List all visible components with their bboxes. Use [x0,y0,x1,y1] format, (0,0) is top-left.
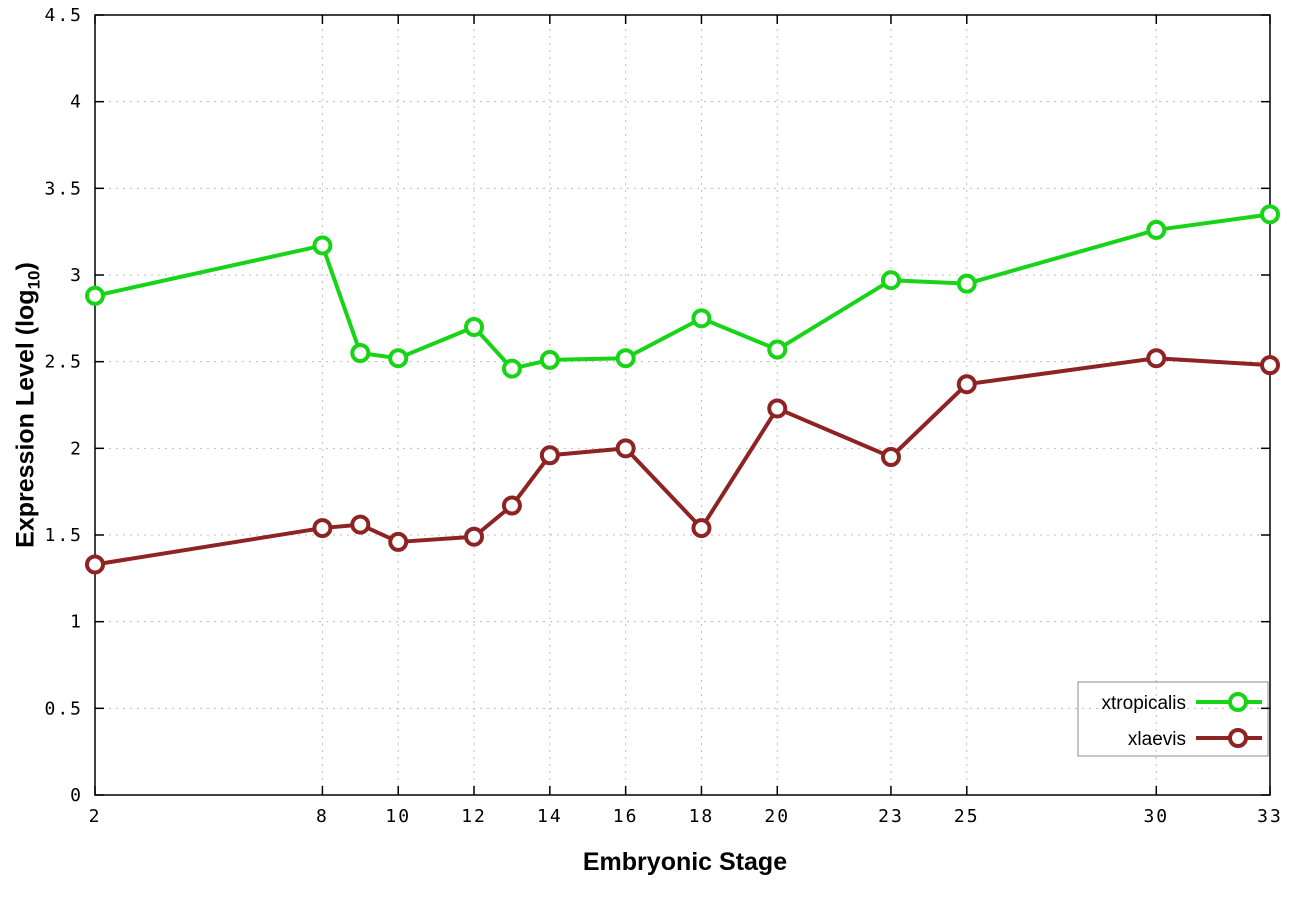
legend-label-xlaevis: xlaevis [1128,729,1186,750]
y-tick-label: 2 [70,438,83,459]
x-tick-label: 18 [689,806,715,827]
y-tick-label: 3.5 [44,178,83,199]
y-tick-label: 0.5 [44,698,83,719]
data-point-xlaevis [350,514,371,535]
data-point-xlaevis [539,445,560,466]
data-point-xtropicalis [880,270,901,291]
data-point-xlaevis [501,495,522,516]
x-tick-label: 33 [1257,806,1283,827]
data-point-xtropicalis [767,339,788,360]
data-point-xtropicalis [615,348,636,369]
data-point-xtropicalis [85,285,105,306]
data-point-xlaevis [956,374,977,395]
data-point-xlaevis [615,438,636,459]
data-point-xlaevis [1260,355,1280,376]
x-tick-label: 2 [89,806,102,827]
y-tick-label: 2.5 [44,352,83,373]
legend-label-xtropicalis: xtropicalis [1102,693,1186,714]
x-axis-label: Embryonic Stage [582,848,788,876]
x-tick-label: 30 [1143,806,1169,827]
data-point-xtropicalis [1260,204,1280,225]
data-point-xlaevis [1146,348,1167,369]
x-tick-label: 16 [613,806,639,827]
y-tick-label: 4.5 [44,5,83,26]
grid-lines [94,14,1271,796]
data-point-xlaevis [691,518,712,539]
y-axis-label-subscript: 10 [24,270,44,290]
data-point-xtropicalis [691,308,712,329]
y-axis-label-text: Expression Level (log [11,289,40,548]
data-point-xlaevis [85,554,105,575]
data-point-xtropicalis [312,235,333,256]
data-point-xtropicalis [501,358,522,379]
data-point-xlaevis [388,531,409,552]
x-tick-label: 23 [878,806,904,827]
legend-marker-xtropicalis [1228,692,1248,712]
series-xlaevis [85,348,1280,575]
series-line-xtropicalis [93,212,1272,371]
data-point-xlaevis [312,518,333,539]
x-tick-label: 10 [385,806,411,827]
data-point-xtropicalis [350,343,371,363]
y-tick-label: 3 [70,265,83,286]
plot-border [94,14,1271,796]
legend-marker-xlaevis [1228,728,1248,748]
x-tick-label: 14 [537,806,563,827]
x-tick-label: 25 [954,806,980,827]
y-tick-label: 4 [70,92,83,113]
legend-box [1077,681,1269,757]
y-tick-label: 1.5 [44,525,83,546]
x-tick-label: 20 [764,806,790,827]
x-tick-label: 8 [316,806,329,827]
data-point-xtropicalis [539,349,560,370]
series-xtropicalis [85,204,1280,379]
data-point-xtropicalis [464,317,485,337]
y-axis-label: Expression Level (log10) [12,262,45,548]
data-point-xtropicalis [388,348,409,369]
data-point-xtropicalis [1146,219,1167,240]
data-point-xtropicalis [956,273,977,294]
data-point-xlaevis [464,526,485,547]
y-tick-labels: 0 0.5 1 1.5 2 2.5 3 3.5 4 4.5 [44,5,83,806]
series-line-xlaevis [93,356,1272,567]
y-axis-label-close: ) [11,262,40,271]
data-point-xlaevis [767,398,788,419]
x-tick-labels: 2 8 10 12 14 16 18 20 23 25 30 33 [89,806,1283,827]
x-tick-label: 12 [461,806,487,827]
y-tick-label: 1 [70,612,83,633]
data-point-xlaevis [880,447,901,467]
y-tick-label: 0 [70,785,83,806]
legend: xtropicalis xlaevis [1077,681,1269,757]
axis-tick-marks [94,14,1271,796]
